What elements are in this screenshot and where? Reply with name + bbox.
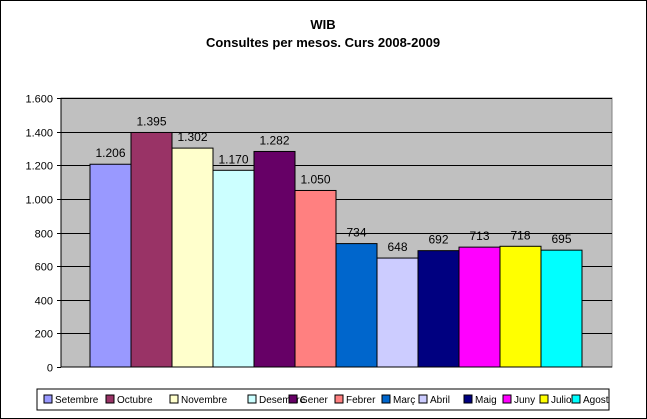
legend-swatch bbox=[334, 394, 344, 404]
bar-febrer bbox=[294, 189, 337, 368]
data-label: 1.302 bbox=[177, 130, 207, 144]
data-label: 1.206 bbox=[95, 146, 125, 160]
bars bbox=[89, 131, 583, 368]
legend-swatch bbox=[539, 394, 549, 404]
bar-març bbox=[335, 243, 378, 368]
data-label: 1.282 bbox=[259, 133, 289, 147]
legend-label: Agost bbox=[583, 395, 609, 406]
data-label: 1.395 bbox=[136, 114, 166, 128]
legend-item: Maig bbox=[463, 394, 497, 406]
y-tick-label: 1.000 bbox=[25, 195, 53, 207]
bar-gener bbox=[253, 150, 296, 368]
legend-swatch bbox=[502, 394, 512, 404]
legend-item: Agost bbox=[571, 394, 609, 406]
legend-swatch bbox=[43, 394, 53, 404]
legend-label: Octubre bbox=[117, 395, 153, 406]
chart-title: WIB bbox=[310, 17, 335, 32]
legend-swatch bbox=[169, 394, 179, 404]
legend-item: Octubre bbox=[105, 394, 153, 406]
legend-swatch bbox=[105, 394, 115, 404]
data-label: 734 bbox=[346, 226, 366, 240]
data-label: 695 bbox=[551, 232, 571, 246]
bar-desembre bbox=[212, 169, 255, 368]
legend-swatch bbox=[418, 394, 428, 404]
legend-label: Abril bbox=[430, 395, 450, 406]
legend-item: Novembre bbox=[169, 394, 228, 406]
legend-item: Gener bbox=[288, 394, 328, 406]
legend-label: Gener bbox=[300, 395, 328, 406]
legend-item: Setembre bbox=[43, 394, 99, 406]
bar-setembre bbox=[89, 163, 132, 368]
bar-octubre bbox=[130, 131, 173, 368]
legend-label: Febrer bbox=[346, 395, 376, 406]
data-label: 648 bbox=[387, 240, 407, 254]
bar-maig bbox=[417, 250, 460, 368]
legend-swatch bbox=[381, 394, 391, 404]
y-tick-label: 1.200 bbox=[25, 161, 53, 173]
legend-box bbox=[36, 388, 610, 411]
legend-item: Juliol bbox=[539, 394, 574, 406]
legend-label: Desembre bbox=[259, 395, 306, 406]
data-label: 692 bbox=[428, 233, 448, 247]
y-tick-label: 200 bbox=[35, 329, 53, 341]
legend-swatch bbox=[463, 394, 473, 404]
data-labels: 1.206 1.395 1.302 1.170 1.282 1.050 734 648 692 7… bbox=[95, 114, 571, 254]
y-tick-label: 1.600 bbox=[25, 94, 53, 106]
data-label: 1.050 bbox=[300, 172, 330, 186]
legend-label: Maig bbox=[475, 395, 497, 406]
legend-label: Juny bbox=[514, 395, 535, 406]
data-label: 713 bbox=[469, 229, 489, 243]
legend-item: Desembre bbox=[247, 394, 306, 406]
legend-label: Març bbox=[393, 395, 415, 406]
legend-label: Novembre bbox=[181, 395, 228, 406]
bar-abril bbox=[376, 257, 419, 368]
chart-subtitle: Consultes per mesos. Curs 2008-2009 bbox=[206, 35, 440, 50]
y-tick-label: 600 bbox=[35, 262, 53, 274]
legend-item: Juny bbox=[502, 394, 535, 406]
bar-agost bbox=[540, 249, 583, 368]
data-label: 1.170 bbox=[218, 152, 248, 166]
y-tick-label: 400 bbox=[35, 296, 53, 308]
bar-novembre bbox=[171, 147, 214, 368]
legend-label: Juliol bbox=[551, 395, 574, 406]
legend-item: Febrer bbox=[334, 394, 376, 406]
bar-juliol bbox=[499, 245, 542, 368]
y-tick-label: 800 bbox=[35, 229, 53, 241]
y-tick-label: 0 bbox=[47, 363, 53, 375]
legend-swatch bbox=[288, 394, 298, 404]
legend-item: Març bbox=[381, 394, 415, 406]
legend-swatch bbox=[247, 394, 257, 404]
data-label: 718 bbox=[510, 228, 530, 242]
legend-item: Abril bbox=[418, 394, 450, 406]
legend-swatch bbox=[571, 394, 581, 404]
bar-juny bbox=[458, 246, 501, 368]
legend-label: Setembre bbox=[55, 395, 99, 406]
y-tick-label: 1.400 bbox=[25, 128, 53, 140]
